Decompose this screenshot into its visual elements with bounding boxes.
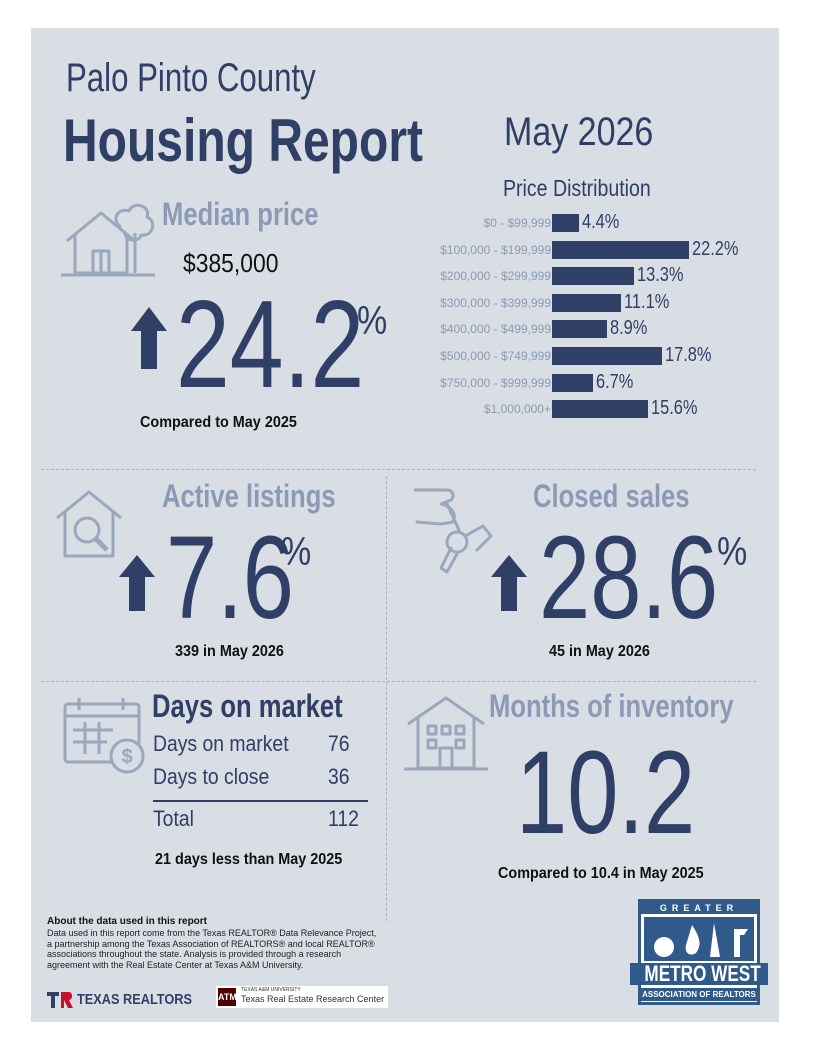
texas-realtors-mark-icon [47, 992, 73, 1008]
price-distribution-label: $750,000 - $999,999 [440, 375, 551, 390]
hand-keys-icon [413, 488, 493, 574]
tamu-small-text: TEXAS A&M UNIVERSITY [241, 987, 301, 993]
price-distribution-bar [552, 320, 607, 339]
months-inventory-value: 10.2 [516, 727, 696, 859]
arrow-up-icon [119, 555, 155, 611]
price-distribution-bar [552, 400, 649, 419]
divider-horizontal-1 [41, 469, 756, 470]
association-sub-text: ASSOCIATION OF REALTORS [641, 988, 757, 1001]
dom-total-value: 112 [328, 806, 359, 831]
metro-west-emblem-icon [644, 917, 754, 961]
svg-text:$: $ [121, 746, 132, 768]
dom-row-label-1: Days on market [153, 731, 289, 756]
active-listings-pct-sign: % [281, 530, 312, 574]
county-name: Palo Pinto County [66, 56, 316, 100]
median-price-label: Median price [162, 196, 319, 232]
closed-sales-label: Closed sales [533, 478, 690, 514]
price-distribution-bar [552, 267, 635, 286]
closed-sales-note: 45 in May 2026 [549, 643, 650, 660]
price-distribution-label: $200,000 - $299,999 [440, 269, 551, 284]
dom-row-label-2: Days to close [153, 764, 270, 789]
price-distribution-bar [552, 240, 689, 259]
price-distribution-bar [552, 214, 580, 232]
dom-note: 21 days less than May 2025 [155, 851, 343, 868]
months-inventory-label: Months of inventory [489, 688, 734, 724]
active-listings-label: Active listings [162, 478, 336, 514]
dom-total-rule [153, 800, 368, 802]
house-tree-icon [61, 203, 155, 277]
report-panel: Palo Pinto County Housing Report May 202… [31, 28, 779, 1022]
price-distribution-value: 6.7% [596, 370, 634, 393]
arrow-up-icon [131, 307, 167, 369]
texas-realtors-logo: TEXAS REALTORS [47, 990, 213, 1008]
median-price-value: $385,000 [183, 248, 279, 278]
price-distribution-value: 8.9% [609, 317, 648, 340]
median-price-pct-sign: % [357, 299, 388, 343]
price-distribution-value: 11.1% [623, 290, 669, 313]
days-on-market-label: Days on market [152, 688, 343, 724]
house-search-icon [56, 490, 122, 558]
arrow-up-icon [491, 555, 527, 611]
price-distribution-value: 17.8% [664, 344, 712, 366]
dom-total-label: Total [153, 806, 194, 831]
median-price-change: 24.2 [176, 276, 365, 414]
price-distribution-value: 15.6% [651, 397, 698, 420]
price-distribution-label: $500,000 - $749,999 [440, 349, 551, 363]
texas-realtors-text: TEXAS REALTORS [77, 990, 193, 1008]
price-distribution-title: Price Distribution [503, 175, 651, 201]
report-month: May 2026 [504, 110, 654, 154]
divider-horizontal-2 [41, 681, 756, 682]
building-icon [404, 696, 488, 771]
price-distribution-value: 4.4% [582, 211, 620, 233]
calendar-dollar-icon: $ [63, 698, 145, 774]
active-listings-change: 7.6 [166, 512, 294, 644]
price-distribution-label: $0 - $99,999 [483, 216, 551, 230]
about-text: Data used in this report come from the T… [47, 928, 377, 970]
dom-row-value-2: 36 [328, 764, 350, 789]
closed-sales-change: 28.6 [539, 512, 719, 644]
months-inventory-note: Compared to 10.4 in May 2025 [498, 865, 704, 882]
tamu-logo: ATM TEXAS A&M UNIVERSITY Texas Real Esta… [216, 986, 388, 1008]
active-listings-note: 339 in May 2026 [175, 643, 284, 660]
price-distribution-bar [552, 347, 662, 365]
association-top-text: GREATER [641, 902, 757, 914]
about-heading: About the data used in this report [47, 916, 208, 927]
association-main-text: METRO WEST [644, 961, 761, 986]
divider-vertical [386, 476, 387, 921]
dom-row-value-1: 76 [328, 731, 350, 756]
report-title: Housing Report [63, 107, 423, 174]
metro-west-logo: GREATER METRO WEST ASSOCIATION OF REALTO… [628, 899, 770, 1005]
price-distribution-label: $100,000 - $199,999 [440, 242, 551, 257]
price-distribution-label: $400,000 - $499,999 [440, 322, 551, 337]
price-distribution-value: 13.3% [637, 264, 684, 287]
median-price-note: Compared to May 2025 [140, 414, 297, 431]
tamu-center-text: Texas Real Estate Research Center [241, 994, 385, 1004]
price-distribution-label: $1,000,000+ [483, 402, 551, 417]
price-distribution-bar [552, 373, 594, 392]
closed-sales-pct-sign: % [717, 530, 748, 574]
price-distribution-value: 22.2% [692, 237, 739, 260]
tamu-mark-icon: ATM [218, 988, 237, 1006]
price-distribution-label: $300,000 - $399,999 [440, 295, 551, 310]
price-distribution-bar [552, 293, 621, 312]
